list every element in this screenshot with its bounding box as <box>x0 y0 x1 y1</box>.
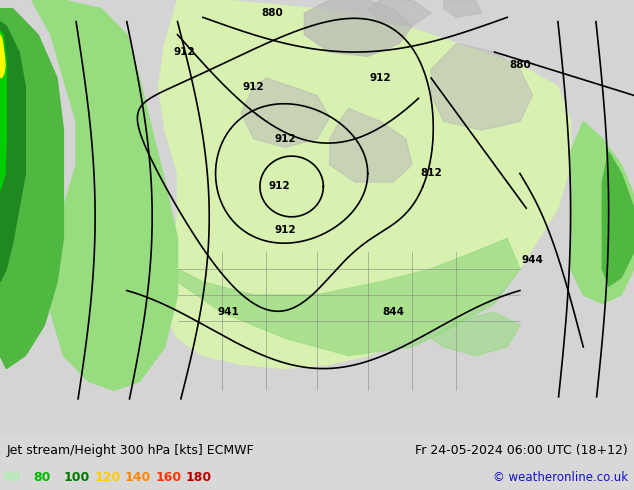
Text: 912: 912 <box>268 181 290 192</box>
Polygon shape <box>0 30 6 191</box>
Text: Jet stream/Height 300 hPa [kts] ECMWF: Jet stream/Height 300 hPa [kts] ECMWF <box>6 444 254 457</box>
Text: 912: 912 <box>370 73 391 83</box>
Text: 180: 180 <box>186 471 212 484</box>
Text: 100: 100 <box>64 471 90 484</box>
Polygon shape <box>0 35 5 78</box>
Polygon shape <box>32 0 178 390</box>
Text: 880: 880 <box>509 60 531 70</box>
Text: Fr 24-05-2024 06:00 UTC (18+12): Fr 24-05-2024 06:00 UTC (18+12) <box>415 444 628 457</box>
Polygon shape <box>602 152 634 286</box>
Text: 912: 912 <box>243 82 264 92</box>
Text: 160: 160 <box>155 471 181 484</box>
Text: 140: 140 <box>125 471 151 484</box>
Text: 944: 944 <box>522 255 543 265</box>
Text: 941: 941 <box>217 307 239 317</box>
Text: 80: 80 <box>34 471 51 484</box>
Polygon shape <box>431 312 520 356</box>
Text: 880: 880 <box>262 8 283 18</box>
Polygon shape <box>304 0 412 56</box>
Polygon shape <box>0 22 25 282</box>
Text: 912: 912 <box>173 47 195 57</box>
Polygon shape <box>431 44 533 130</box>
Text: 812: 812 <box>420 169 442 178</box>
Polygon shape <box>178 239 520 356</box>
Polygon shape <box>571 122 634 304</box>
Text: 912: 912 <box>275 225 296 235</box>
Text: 844: 844 <box>382 307 404 317</box>
Text: 120: 120 <box>94 471 120 484</box>
Text: 912: 912 <box>275 134 296 144</box>
Polygon shape <box>0 9 63 368</box>
Polygon shape <box>330 108 412 182</box>
Text: 60: 60 <box>3 471 20 484</box>
Text: © weatheronline.co.uk: © weatheronline.co.uk <box>493 471 628 484</box>
Polygon shape <box>444 0 482 17</box>
Polygon shape <box>158 0 571 368</box>
Polygon shape <box>241 78 330 147</box>
Polygon shape <box>368 0 431 26</box>
